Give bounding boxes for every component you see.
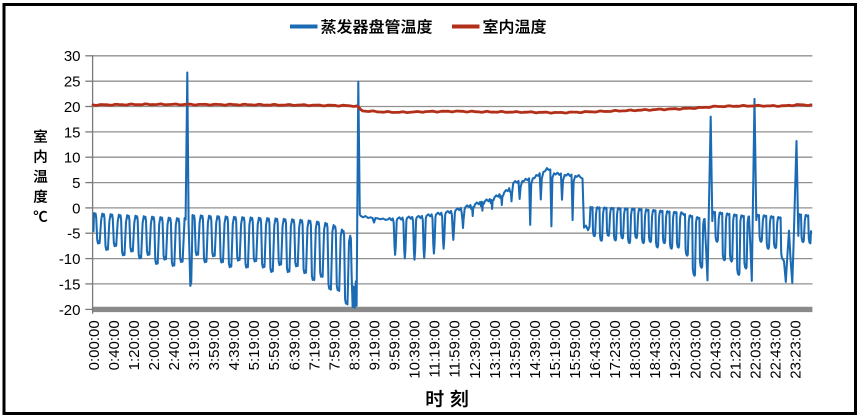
svg-text:11:19:00: 11:19:00: [427, 320, 444, 377]
svg-text:11:59:00: 11:59:00: [447, 320, 464, 377]
svg-text:22:03:00: 22:03:00: [747, 320, 764, 378]
svg-text:7:59:00: 7:59:00: [326, 320, 343, 370]
svg-text:15: 15: [64, 124, 81, 141]
svg-text:14:39:00: 14:39:00: [527, 320, 544, 378]
svg-text:9:19:00: 9:19:00: [367, 320, 384, 370]
svg-text:5: 5: [72, 175, 80, 192]
svg-text:20:03:00: 20:03:00: [687, 320, 704, 378]
svg-text:19:23:00: 19:23:00: [667, 320, 684, 378]
svg-text:2:00:00: 2:00:00: [146, 320, 163, 370]
svg-text:6:39:00: 6:39:00: [286, 320, 303, 370]
svg-text:0:40:00: 0:40:00: [106, 320, 123, 370]
svg-text:9:59:00: 9:59:00: [387, 320, 404, 370]
svg-text:16:43:00: 16:43:00: [587, 320, 604, 378]
svg-text:-15: -15: [59, 276, 81, 293]
svg-text:3:59:00: 3:59:00: [206, 320, 223, 370]
svg-text:17:23:00: 17:23:00: [607, 320, 624, 378]
svg-text:20:43:00: 20:43:00: [707, 320, 724, 378]
svg-text:18:43:00: 18:43:00: [647, 320, 664, 378]
svg-text:12:39:00: 12:39:00: [467, 320, 484, 378]
svg-text:30: 30: [64, 48, 81, 65]
svg-text:3:19:00: 3:19:00: [186, 320, 203, 370]
svg-text:2:40:00: 2:40:00: [166, 320, 183, 370]
svg-text:20: 20: [64, 99, 81, 116]
svg-text:-20: -20: [59, 302, 81, 319]
svg-text:1:20:00: 1:20:00: [126, 320, 143, 370]
svg-text:13:19:00: 13:19:00: [487, 320, 504, 378]
svg-text:25: 25: [64, 74, 81, 91]
svg-text:7:19:00: 7:19:00: [306, 320, 323, 370]
svg-text:15:19:00: 15:19:00: [547, 320, 564, 378]
svg-text:-10: -10: [59, 251, 81, 268]
svg-text:10: 10: [64, 150, 81, 167]
svg-text:10:39:00: 10:39:00: [407, 320, 424, 378]
svg-text:5:59:00: 5:59:00: [266, 320, 283, 370]
svg-text:-5: -5: [67, 226, 80, 243]
svg-text:22:43:00: 22:43:00: [768, 320, 785, 378]
svg-text:8:39:00: 8:39:00: [347, 320, 364, 370]
svg-text:18:03:00: 18:03:00: [627, 320, 644, 378]
svg-text:0: 0: [72, 200, 80, 217]
svg-text:15:59:00: 15:59:00: [567, 320, 584, 378]
svg-text:5:19:00: 5:19:00: [246, 320, 263, 370]
svg-text:0:00:00: 0:00:00: [86, 320, 103, 370]
svg-text:23:23:00: 23:23:00: [788, 320, 805, 378]
svg-text:13:59:00: 13:59:00: [507, 320, 524, 378]
svg-text:21:23:00: 21:23:00: [727, 320, 744, 378]
svg-text:4:39:00: 4:39:00: [226, 320, 243, 370]
